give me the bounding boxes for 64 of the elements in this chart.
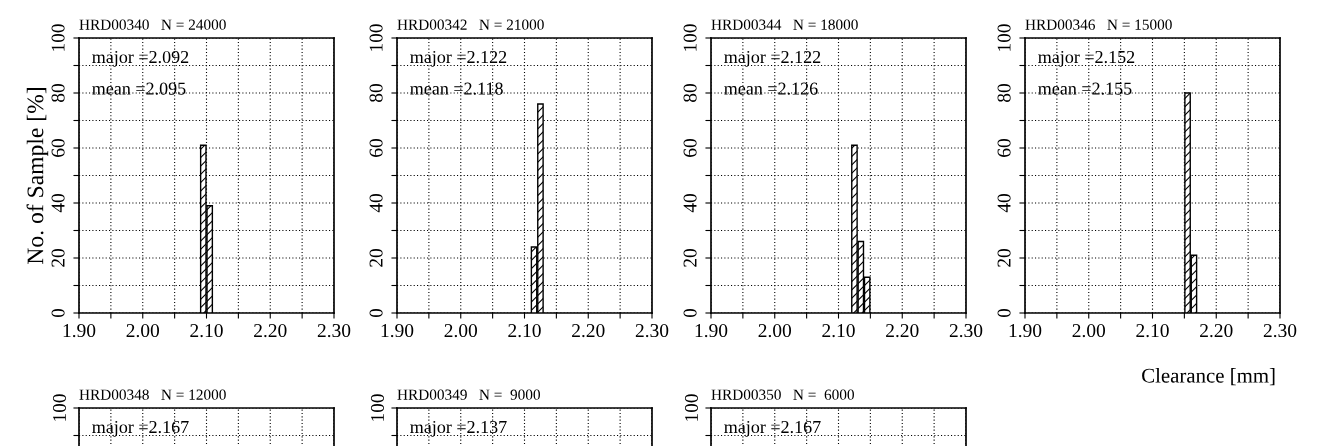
x-tick-label: 2.00	[758, 323, 792, 338]
x-tick-label: 2.00	[126, 323, 160, 338]
annotation: mean =2.118	[410, 82, 503, 95]
y-tick-label: 60	[683, 139, 697, 157]
y-tick-label: 20	[997, 249, 1011, 267]
x-tick-label: 2.20	[1200, 323, 1233, 338]
x-tick-label: 2.30	[1263, 323, 1297, 338]
y-tick-label: 0	[997, 308, 1011, 318]
y-tick-label: 100	[997, 24, 1011, 51]
y-tick-label: 0	[51, 308, 65, 318]
y-tick-label: 0	[683, 308, 697, 318]
y-tick-label: 100	[51, 24, 65, 51]
x-tick-label: 2.00	[1072, 323, 1106, 338]
y-tick-label: 60	[997, 139, 1011, 157]
y-tick-label: 80	[369, 84, 383, 102]
x-tick-label: 2.10	[190, 323, 223, 338]
text: HRD00350 N = 6000	[711, 389, 854, 400]
x-tick-label: 2.10	[508, 323, 541, 338]
y-tick-label: 0	[369, 308, 383, 318]
chart-title: HRD00340 N = 24000	[79, 19, 226, 30]
y-tick-label: 40	[683, 194, 697, 213]
annotation: major =2.092	[92, 50, 189, 67]
x-tick-label: 1.90	[63, 323, 96, 338]
annotation: major =2.122	[724, 50, 821, 67]
text: HRD00349 N = 9000	[397, 389, 540, 400]
x-tick-label: 2.30	[949, 323, 983, 338]
y-tick-label: 60	[369, 139, 383, 157]
y-tick-label: 20	[369, 249, 383, 267]
y-tick-label: 20	[51, 249, 65, 267]
chart-title: HRD00342 N = 21000	[397, 19, 544, 30]
y-tick-label: 80	[51, 84, 65, 102]
x-tick-label: 2.30	[635, 323, 669, 338]
y-tick-label: 60	[51, 139, 65, 157]
x-tick-label: 2.20	[254, 323, 287, 338]
y-tick-label: 80	[683, 84, 697, 102]
x-tick-label: 2.30	[317, 323, 351, 338]
x-tick-label: 2.20	[886, 323, 919, 338]
chart-title: HRD00344 N = 18000	[711, 19, 858, 30]
annotation: mean =2.155	[1038, 82, 1132, 95]
text: major =2.167	[92, 420, 189, 437]
annotation: mean =2.126	[724, 82, 818, 95]
x-tick-label: 2.00	[444, 323, 478, 338]
chart-title: HRD00346 N = 15000	[1025, 19, 1172, 30]
y-tick-label: 80	[997, 84, 1011, 102]
y-tick-label: 40	[51, 194, 65, 213]
y-tick-label: 20	[683, 249, 697, 267]
annotation: major =2.122	[410, 50, 507, 67]
x-tick-label: 2.20	[572, 323, 605, 338]
y-tick-label: 100	[369, 24, 383, 51]
x-tick-label: 1.90	[1009, 323, 1042, 338]
y-tick-label: 40	[369, 194, 383, 213]
annotation: major =2.152	[1038, 50, 1135, 67]
x-axis-title: Clearance [mm]	[1142, 368, 1275, 386]
text: major =2.137	[410, 420, 507, 437]
y-tick-label: 40	[997, 194, 1011, 213]
x-tick-label: 1.90	[381, 323, 414, 338]
x-tick-label: 2.10	[822, 323, 855, 338]
text: HRD00348 N = 12000	[79, 389, 226, 400]
y-axis-title: No. of Sample [%]	[26, 88, 49, 264]
y-tick-label: 100	[683, 24, 697, 51]
text: major =2.167	[724, 420, 821, 437]
annotation: mean =2.095	[92, 82, 186, 95]
x-tick-label: 1.90	[695, 323, 728, 338]
x-tick-label: 2.10	[1136, 323, 1169, 338]
